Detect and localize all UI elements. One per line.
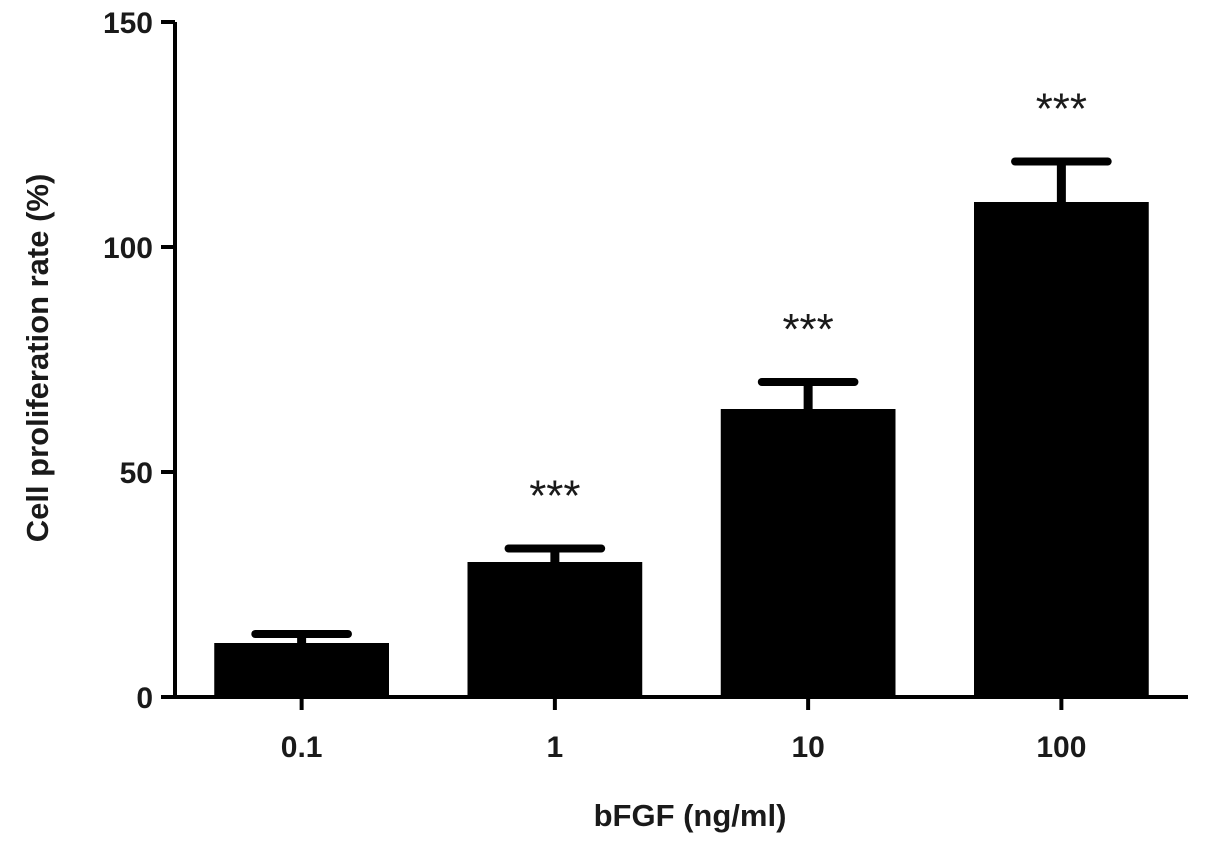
y-tick-label: 150	[103, 7, 153, 40]
y-tick-label: 100	[103, 232, 153, 265]
x-tick-label: 100	[1036, 731, 1086, 764]
error-bars-layer	[251, 157, 1112, 643]
significance-label: ***	[1036, 85, 1087, 134]
y-tick-label: 50	[120, 457, 153, 490]
significance-label: ***	[529, 472, 580, 521]
significance-label: ***	[782, 305, 833, 354]
x-tick-label: 0.1	[281, 731, 323, 764]
bar-0	[214, 643, 389, 697]
y-tick-label: 0	[136, 682, 153, 715]
labels-layer: 0.1 1 *** 10 *** 100 *** 0 50 100 150	[103, 7, 1087, 764]
bar-2	[720, 409, 896, 697]
x-axis-title: bFGF (ng/ml)	[594, 798, 787, 833]
axes-layer	[161, 20, 1188, 710]
bar-3	[974, 202, 1149, 697]
x-tick-label: 10	[791, 731, 824, 764]
x-tick-label: 1	[547, 731, 564, 764]
bars-layer	[214, 202, 1149, 697]
y-axis-title: Cell proliferation rate (%)	[20, 174, 55, 543]
bar-1	[467, 562, 643, 697]
